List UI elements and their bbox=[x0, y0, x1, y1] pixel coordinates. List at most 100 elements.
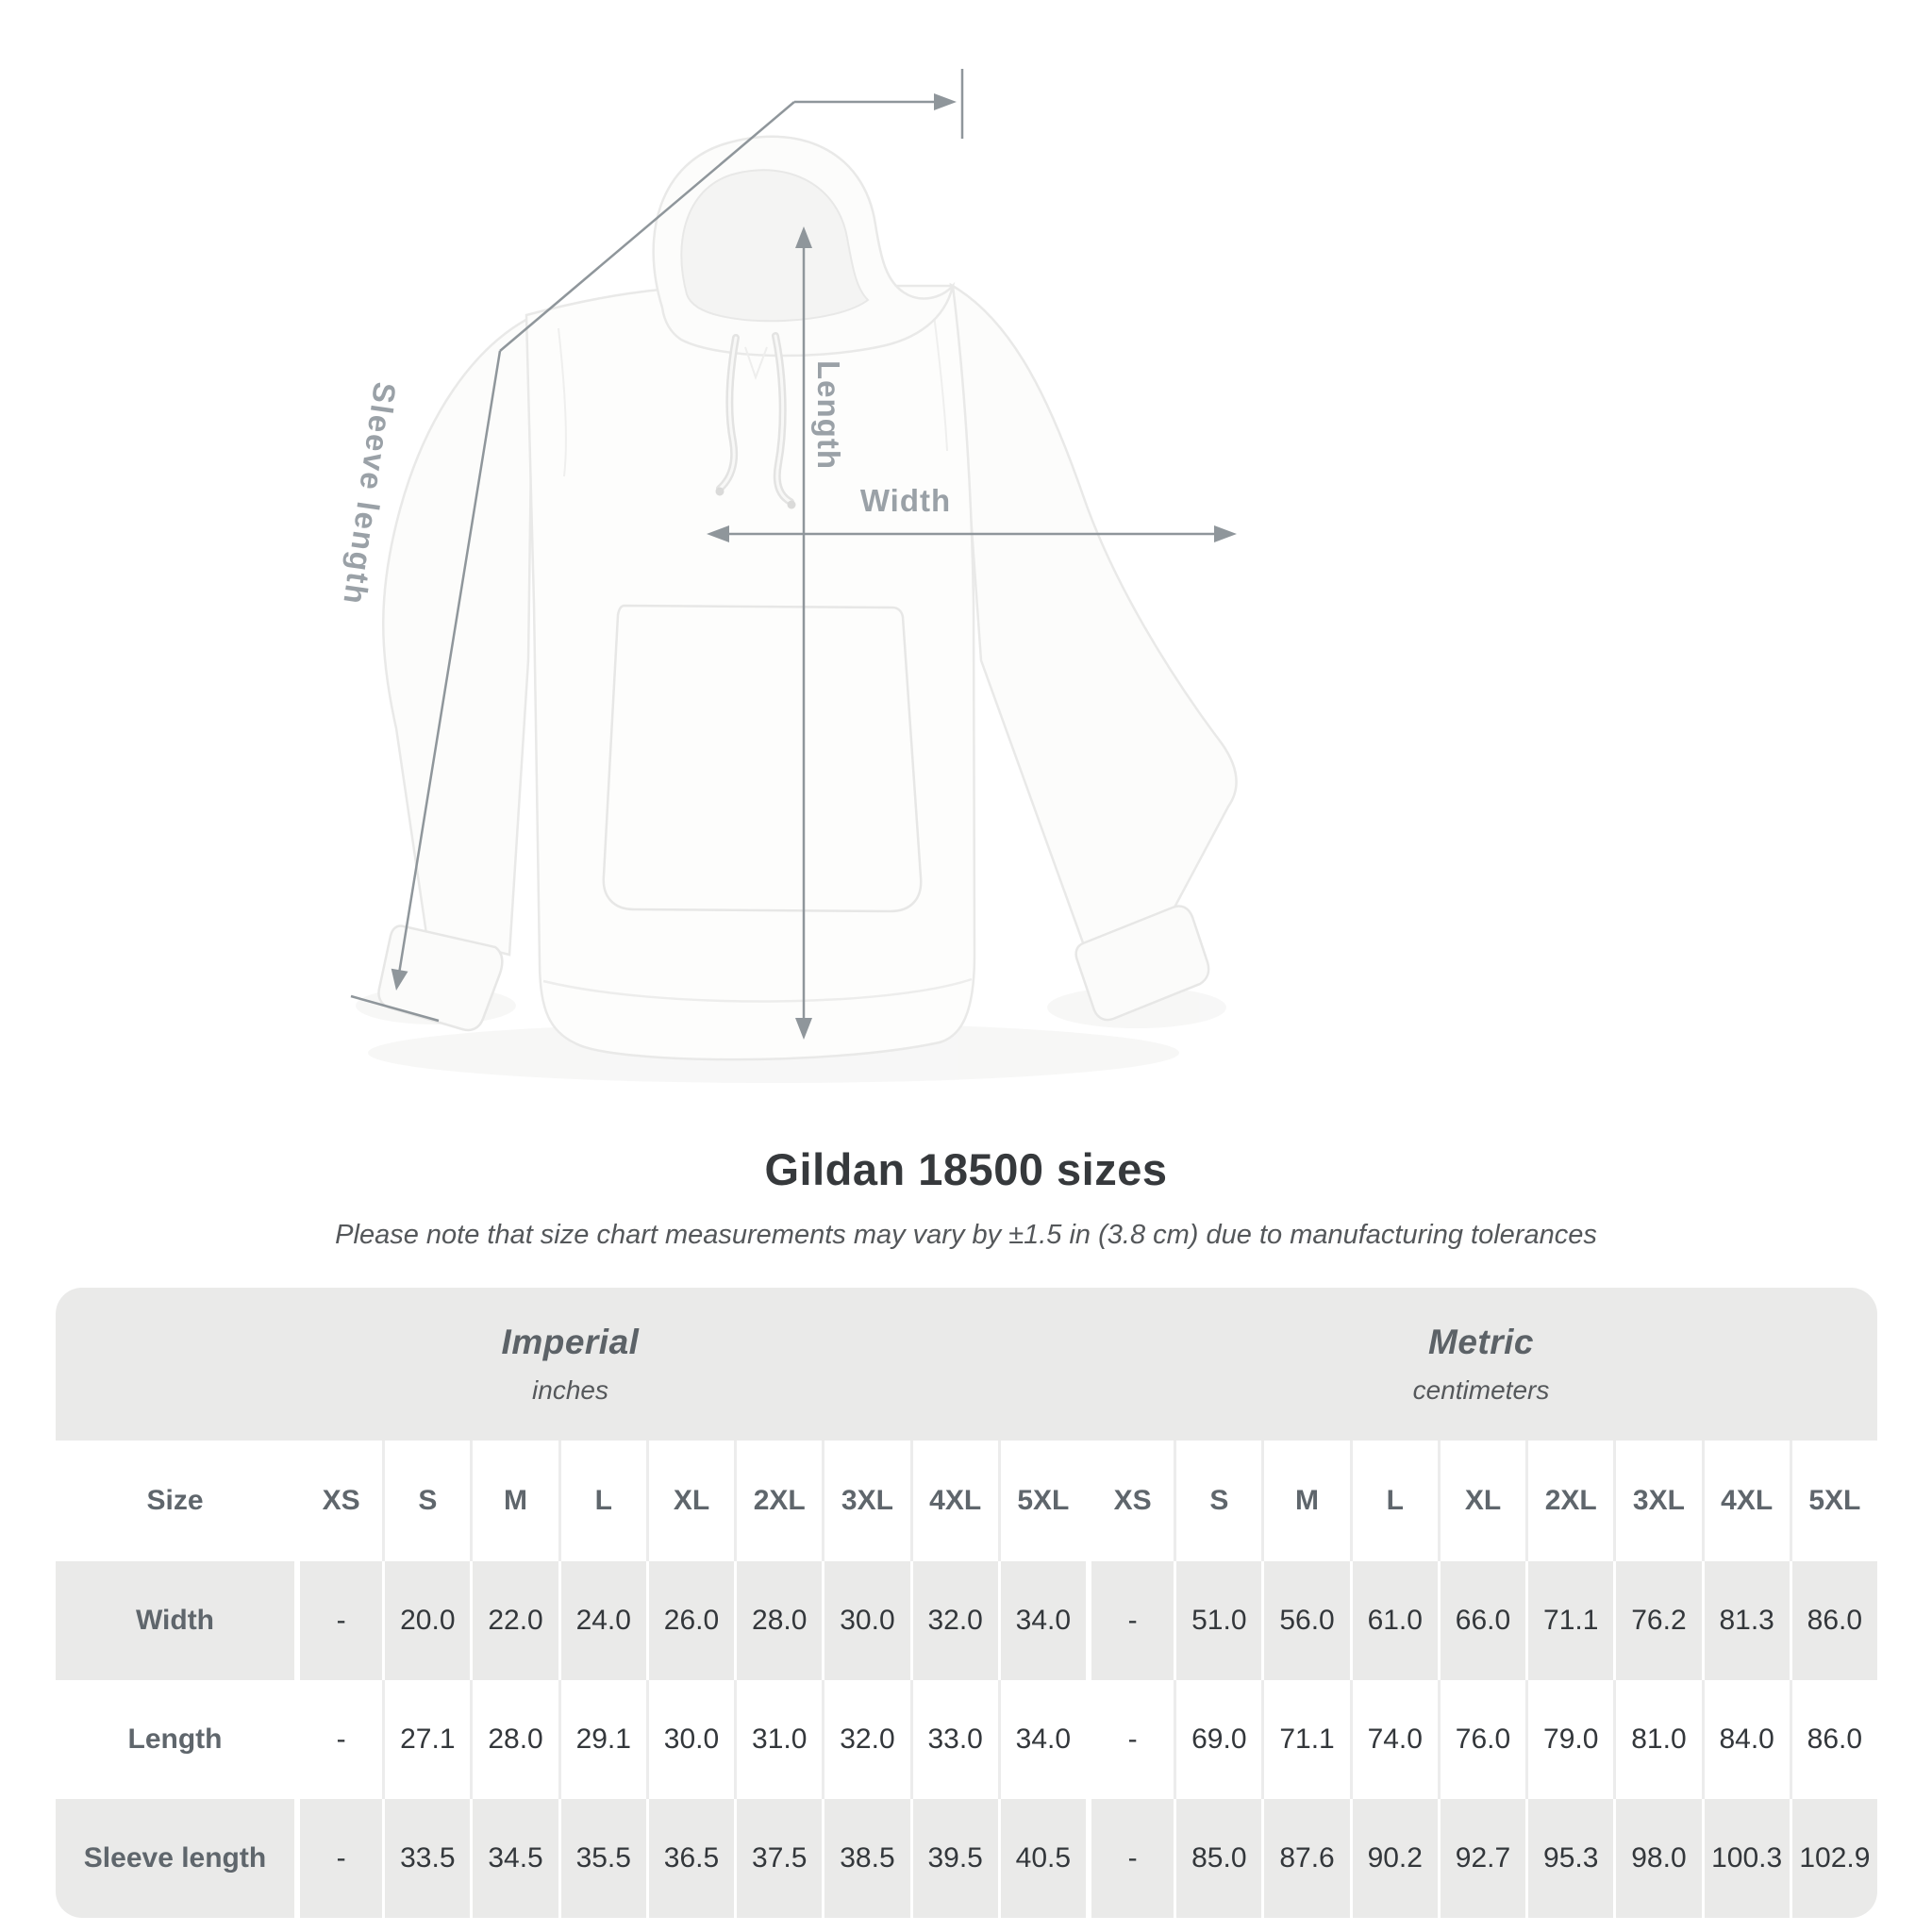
imperial-value-cell: 27.1 bbox=[382, 1680, 471, 1799]
metric-value-cell: 85.0 bbox=[1174, 1799, 1262, 1918]
metric-size-header: S bbox=[1174, 1441, 1262, 1561]
imperial-value-cell: 29.1 bbox=[558, 1680, 646, 1799]
imperial-size-header: L bbox=[558, 1441, 646, 1561]
metric-size-header: 2XL bbox=[1525, 1441, 1614, 1561]
imperial-value-cell: 39.5 bbox=[909, 1799, 998, 1918]
metric-unit: centimeters bbox=[1412, 1375, 1550, 1405]
metric-value-cell: - bbox=[1085, 1561, 1174, 1680]
metric-value-cell: 87.6 bbox=[1261, 1799, 1350, 1918]
metric-value-cell: 51.0 bbox=[1174, 1561, 1262, 1680]
imperial-unit: inches bbox=[532, 1375, 608, 1405]
metric-title: Metric bbox=[1428, 1323, 1534, 1361]
metric-value-cell: 86.0 bbox=[1789, 1680, 1877, 1799]
length-measure-label: Length bbox=[811, 360, 846, 470]
metric-value-cell: 95.3 bbox=[1525, 1799, 1614, 1918]
row-label: Width bbox=[56, 1561, 294, 1680]
imperial-value-cell: - bbox=[294, 1799, 383, 1918]
imperial-size-header: M bbox=[470, 1441, 558, 1561]
imperial-value-cell: 33.5 bbox=[382, 1799, 471, 1918]
width-arrow bbox=[707, 525, 1237, 542]
metric-size-header: XS bbox=[1085, 1441, 1174, 1561]
metric-value-cell: 66.0 bbox=[1437, 1561, 1526, 1680]
metric-value-cell: 79.0 bbox=[1525, 1680, 1614, 1799]
kangaroo-pocket bbox=[602, 604, 923, 913]
imperial-section-header: Imperial inches bbox=[56, 1288, 1085, 1441]
metric-size-header: M bbox=[1261, 1441, 1350, 1561]
imperial-value-cell: 38.5 bbox=[822, 1799, 910, 1918]
hood-opening bbox=[680, 169, 870, 323]
chest-v-notch bbox=[744, 346, 768, 380]
length-arrow bbox=[795, 226, 812, 1040]
imperial-value-cell: 34.5 bbox=[470, 1799, 558, 1918]
metric-size-header: 3XL bbox=[1613, 1441, 1702, 1561]
metric-value-cell: - bbox=[1085, 1799, 1174, 1918]
drawstrings bbox=[715, 332, 796, 509]
imperial-value-cell: 24.0 bbox=[558, 1561, 646, 1680]
imperial-value-cell: 20.0 bbox=[382, 1561, 471, 1680]
metric-value-cell: 61.0 bbox=[1349, 1561, 1438, 1680]
imperial-size-header: 4XL bbox=[909, 1441, 998, 1561]
sleeve-length-arrow bbox=[350, 69, 964, 1023]
imperial-size-header: S bbox=[382, 1441, 471, 1561]
metric-value-cell: 84.0 bbox=[1701, 1680, 1790, 1799]
imperial-value-cell: 26.0 bbox=[645, 1561, 735, 1680]
imperial-value-cell: - bbox=[294, 1680, 383, 1799]
imperial-value-cell: 30.0 bbox=[822, 1561, 910, 1680]
units-header-band: Imperial inches Metric centimeters bbox=[56, 1288, 1877, 1441]
metric-value-cell: - bbox=[1085, 1680, 1174, 1799]
hem-seam bbox=[542, 977, 973, 1003]
imperial-value-cell: 34.0 bbox=[997, 1561, 1086, 1680]
imperial-value-cell: 37.5 bbox=[734, 1799, 823, 1918]
metric-value-cell: 92.7 bbox=[1437, 1799, 1526, 1918]
imperial-value-cell: 22.0 bbox=[470, 1561, 558, 1680]
left-sleeve bbox=[377, 313, 535, 1032]
metric-value-cell: 90.2 bbox=[1349, 1799, 1438, 1918]
imperial-size-header: XL bbox=[645, 1441, 735, 1561]
imperial-value-cell: 32.0 bbox=[822, 1680, 910, 1799]
metric-value-cell: 81.0 bbox=[1613, 1680, 1702, 1799]
size-column-header: Size bbox=[56, 1441, 294, 1561]
row-label: Sleeve length bbox=[56, 1799, 294, 1918]
hoodie-figure: Length Width Sleeve length bbox=[337, 69, 1238, 1061]
imperial-value-cell: 36.5 bbox=[645, 1799, 735, 1918]
page-title: Gildan 18500 sizes bbox=[764, 1144, 1168, 1194]
imperial-title: Imperial bbox=[501, 1323, 640, 1361]
metric-value-cell: 71.1 bbox=[1525, 1561, 1614, 1680]
metric-value-cell: 100.3 bbox=[1701, 1799, 1790, 1918]
tolerance-note: Please note that size chart measurements… bbox=[335, 1220, 1597, 1250]
size-grid: Size XS S M L XL 2XL 3XL 4XL 5XL XS S M L XL 2XL 3XL 4XL 5… bbox=[56, 1441, 1877, 1918]
imperial-value-cell: 28.0 bbox=[470, 1680, 558, 1799]
imperial-value-cell: 40.5 bbox=[997, 1799, 1086, 1918]
imperial-value-cell: 31.0 bbox=[734, 1680, 823, 1799]
imperial-value-cell: 34.0 bbox=[997, 1680, 1086, 1799]
metric-value-cell: 76.2 bbox=[1613, 1561, 1702, 1680]
metric-value-cell: 71.1 bbox=[1261, 1680, 1350, 1799]
width-measure-label: Width bbox=[859, 483, 952, 518]
metric-size-header: 5XL bbox=[1789, 1441, 1877, 1561]
metric-size-header: L bbox=[1349, 1441, 1438, 1561]
metric-value-cell: 86.0 bbox=[1789, 1561, 1877, 1680]
imperial-value-cell: 28.0 bbox=[734, 1561, 823, 1680]
left-shoulder-seam bbox=[558, 327, 567, 477]
size-table: Imperial inches Metric centimeters Size X… bbox=[56, 1288, 1877, 1918]
metric-value-cell: 74.0 bbox=[1349, 1680, 1438, 1799]
metric-value-cell: 69.0 bbox=[1174, 1680, 1262, 1799]
row-label: Length bbox=[56, 1680, 294, 1799]
metric-section-header: Metric centimeters bbox=[1085, 1288, 1877, 1441]
metric-size-header: XL bbox=[1437, 1441, 1526, 1561]
metric-size-header: 4XL bbox=[1701, 1441, 1790, 1561]
metric-value-cell: 81.3 bbox=[1701, 1561, 1790, 1680]
imperial-size-header: XS bbox=[294, 1441, 383, 1561]
metric-value-cell: 76.0 bbox=[1437, 1680, 1526, 1799]
imperial-size-header: 5XL bbox=[997, 1441, 1086, 1561]
metric-value-cell: 102.9 bbox=[1789, 1799, 1877, 1918]
hoodie-illustration bbox=[350, 69, 1238, 1061]
metric-value-cell: 98.0 bbox=[1613, 1799, 1702, 1918]
imperial-value-cell: 30.0 bbox=[645, 1680, 735, 1799]
metric-value-cell: 56.0 bbox=[1261, 1561, 1350, 1680]
imperial-value-cell: 33.0 bbox=[909, 1680, 998, 1799]
imperial-value-cell: - bbox=[294, 1561, 383, 1680]
imperial-size-header: 3XL bbox=[822, 1441, 910, 1561]
imperial-value-cell: 32.0 bbox=[909, 1561, 998, 1680]
